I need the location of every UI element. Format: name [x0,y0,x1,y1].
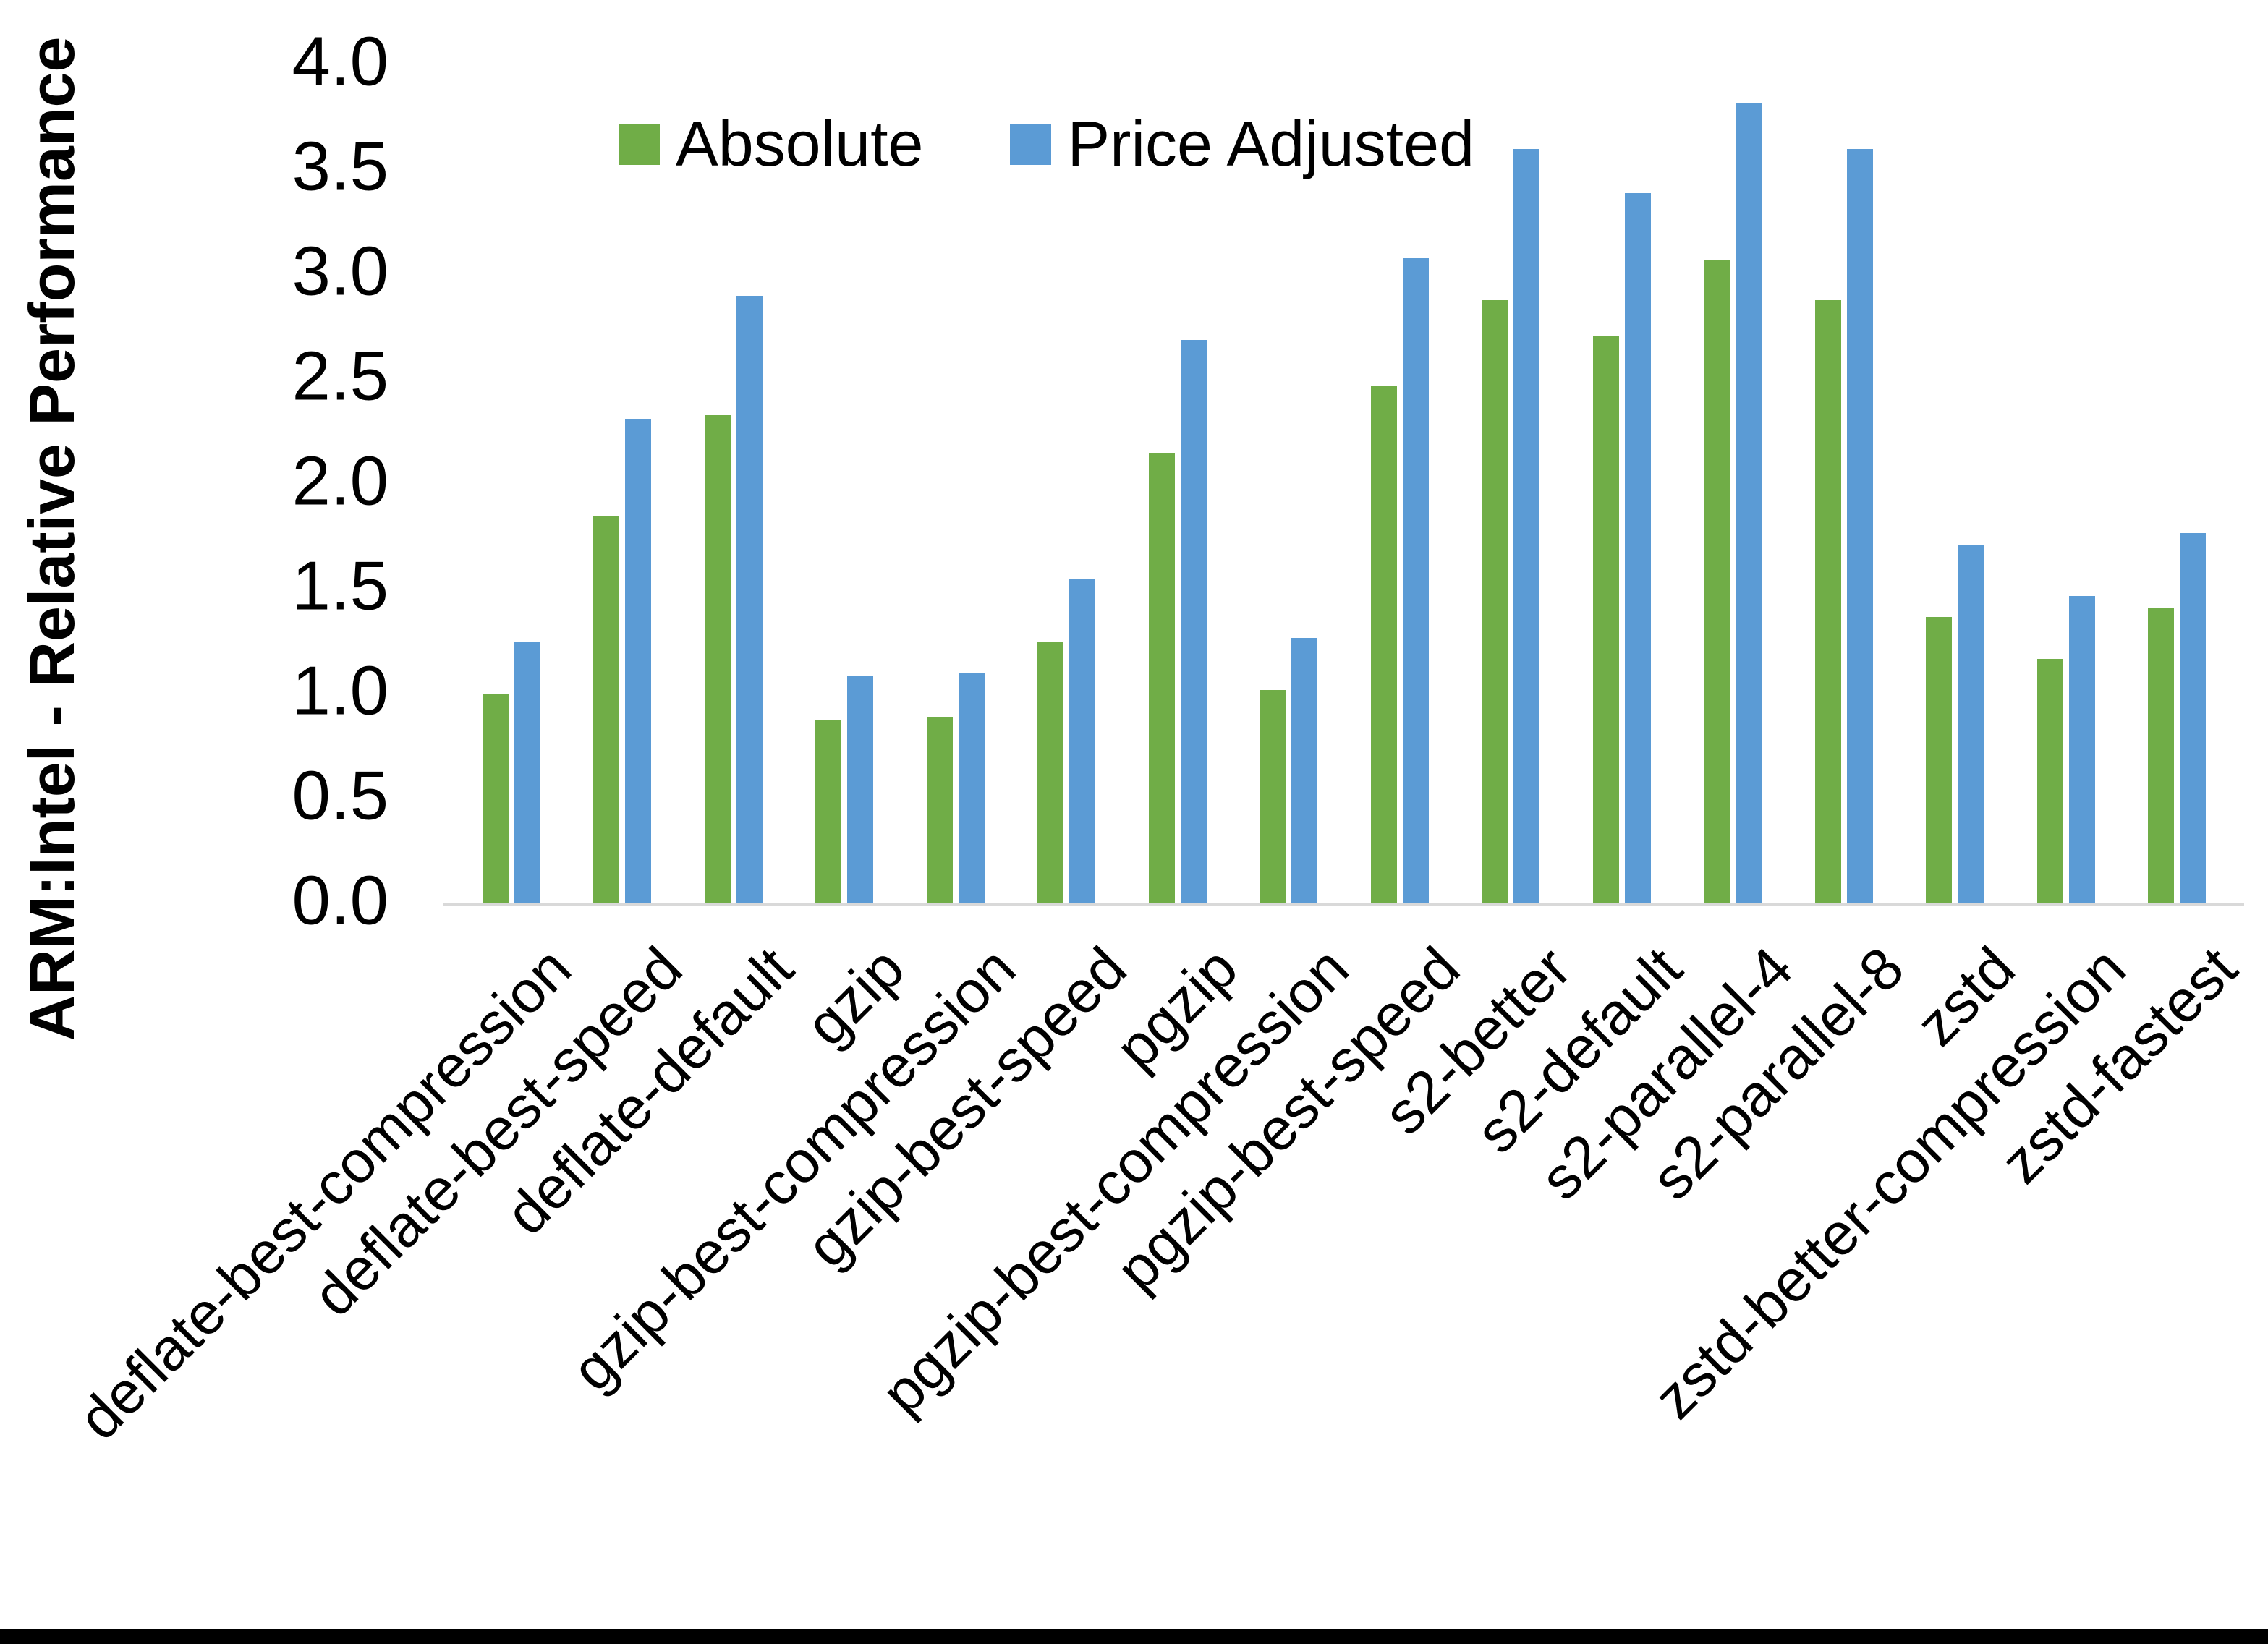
bar-price-adjusted-pgzip-best-speed [1402,257,1429,904]
y-tick-label: 1.5 [292,547,388,625]
bar-price-adjusted-zstd [1958,545,1984,904]
y-tick-label: 3.5 [292,127,388,205]
bar-absolute-gzip-best-compression [926,717,953,904]
bar-price-adjusted-deflate-best-compression [514,642,540,904]
legend-label-absolute: Absolute [676,108,924,179]
bar-absolute-pgzip [1148,453,1175,904]
bar-price-adjusted-zstd-fastest [2180,532,2207,904]
bar-absolute-gzip-best-speed [1037,642,1064,904]
y-tick-label: 0.0 [292,861,388,940]
bar-cluster-gzip [789,65,901,904]
bar-cluster-s2-default [1566,65,1678,904]
bar-cluster-s2-better [1456,65,1567,904]
plot-area [456,65,2233,904]
bar-absolute-deflate-default [704,415,731,904]
y-tick-label: 2.5 [292,337,388,415]
y-tick-label: 1.0 [292,652,388,730]
bar-absolute-gzip [815,719,842,904]
bar-cluster-zstd-fastest [2122,65,2233,904]
bar-cluster-pgzip-best-compression [1233,65,1345,904]
legend-swatch-absolute [619,123,660,165]
bar-series-container [456,65,2233,904]
bar-absolute-pgzip-best-compression [1260,690,1286,904]
bar-cluster-deflate-best-speed [567,65,679,904]
y-axis-title: ARM:Intel - Relative Performance [16,36,88,1042]
bar-cluster-deflate-default [678,65,789,904]
bar-price-adjusted-s2-parallel-8 [1846,149,1873,904]
bar-absolute-zstd-better-compression [2036,658,2063,904]
bar-price-adjusted-deflate-best-speed [625,419,652,904]
bar-price-adjusted-pgzip [1180,339,1207,904]
bar-cluster-s2-parallel-8 [1788,65,1900,904]
bar-absolute-pgzip-best-speed [1370,386,1397,904]
legend-swatch-price-adjusted [1010,123,1052,165]
bar-absolute-s2-parallel-8 [1814,299,1841,904]
y-tick-label: 4.0 [292,22,388,101]
bar-cluster-s2-parallel-4 [1678,65,1789,904]
bar-cluster-gzip-best-compression [900,65,1011,904]
bar-price-adjusted-gzip-best-speed [1069,579,1096,904]
bar-price-adjusted-s2-default [1624,192,1651,904]
bar-cluster-zstd-better-compression [2010,65,2122,904]
bar-price-adjusted-gzip-best-compression [958,673,985,904]
bar-cluster-zstd [1900,65,2011,904]
bar-price-adjusted-gzip [847,675,874,904]
legend-label-price-adjusted: Price Adjusted [1067,108,1475,179]
bar-absolute-s2-better [1482,299,1508,904]
bar-absolute-deflate-best-speed [593,516,620,904]
bar-price-adjusted-zstd-better-compression [2068,595,2095,904]
bar-absolute-s2-parallel-4 [1704,260,1730,904]
bar-cluster-gzip-best-speed [1011,65,1123,904]
bar-cluster-pgzip [1122,65,1233,904]
bar-absolute-zstd-fastest [2148,608,2175,904]
bar-absolute-zstd [1926,616,1953,904]
bar-cluster-deflate-best-compression [456,65,567,904]
bar-cluster-pgzip-best-speed [1344,65,1456,904]
bar-absolute-s2-default [1592,336,1619,904]
y-tick-label: 0.5 [292,757,388,835]
y-tick-label: 2.0 [292,442,388,520]
screenshot-bottom-border [0,1629,2268,1644]
bar-price-adjusted-s2-better [1513,149,1540,904]
bar-price-adjusted-deflate-default [736,296,763,904]
bar-price-adjusted-pgzip-best-compression [1291,637,1318,904]
bar-price-adjusted-s2-parallel-4 [1736,103,1762,904]
bar-absolute-deflate-best-compression [482,694,509,904]
legend: Absolute Price Adjusted [619,107,1474,181]
x-axis-line [443,903,2244,906]
y-tick-label: 3.0 [292,232,388,310]
